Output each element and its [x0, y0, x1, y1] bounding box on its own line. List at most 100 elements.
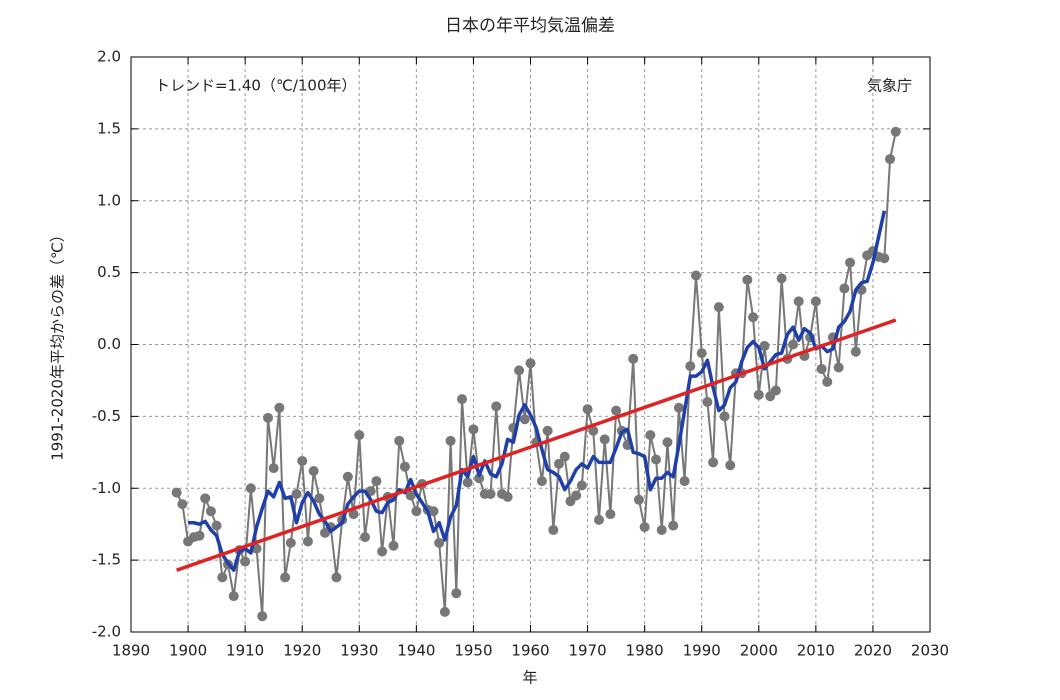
data-point — [685, 361, 696, 372]
data-point — [411, 506, 422, 517]
data-point — [205, 506, 216, 517]
data-point — [462, 477, 473, 488]
data-point — [268, 463, 279, 474]
data-point — [240, 556, 251, 567]
data-point — [451, 588, 462, 599]
data-point — [770, 385, 781, 396]
data-point — [371, 476, 382, 487]
data-point — [696, 348, 707, 359]
x-tick-label: 1910 — [226, 642, 264, 660]
data-point — [359, 532, 370, 543]
data-point — [519, 414, 530, 425]
data-point — [885, 154, 896, 165]
data-point — [759, 340, 770, 351]
data-point — [810, 296, 821, 307]
data-point — [593, 514, 604, 525]
data-point — [679, 476, 690, 487]
data-point — [788, 339, 799, 350]
data-point — [491, 401, 502, 412]
x-tick-label: 1970 — [568, 642, 606, 660]
chart-title: 日本の年平均気温偏差 — [445, 16, 615, 36]
data-point — [879, 253, 890, 264]
y-tick-label: -1.0 — [92, 479, 121, 497]
x-tick-label: 1930 — [340, 642, 378, 660]
y-tick-label: 2.0 — [97, 48, 121, 66]
data-point — [485, 489, 496, 499]
data-point — [245, 483, 256, 494]
data-point — [377, 546, 388, 557]
x-tick-label: 1890 — [112, 642, 150, 660]
data-point — [200, 493, 211, 504]
data-point — [331, 572, 342, 583]
data-point — [559, 451, 570, 462]
data-point — [776, 273, 787, 284]
data-point — [171, 487, 182, 498]
data-point — [845, 257, 856, 268]
data-point — [542, 425, 553, 436]
y-tick-label: 1.0 — [97, 191, 121, 209]
data-point — [348, 509, 359, 520]
data-point — [639, 522, 650, 533]
y-tick-label: -2.0 — [92, 623, 121, 641]
data-point — [890, 126, 901, 137]
data-point — [536, 476, 547, 487]
trend-line — [176, 318, 897, 572]
data-point — [405, 490, 416, 501]
data-point — [445, 435, 456, 446]
data-point — [554, 458, 565, 469]
data-point — [822, 376, 833, 387]
data-point — [651, 454, 662, 465]
data-point — [719, 411, 730, 422]
data-point — [211, 520, 222, 531]
data-point — [645, 430, 656, 441]
data-point — [850, 346, 861, 357]
data-point — [217, 572, 228, 583]
data-point — [582, 404, 593, 415]
data-point — [548, 524, 559, 535]
data-point — [748, 312, 759, 323]
data-point — [194, 530, 205, 541]
data-point — [633, 494, 644, 505]
trend-annotation: トレンド=1.40（℃/100年） — [155, 77, 357, 95]
data-point — [457, 394, 468, 405]
data-point — [611, 405, 622, 416]
data-point — [388, 540, 399, 551]
x-tick-label: 1920 — [283, 642, 321, 660]
x-tick-label: 2010 — [797, 642, 835, 660]
data-point — [628, 353, 639, 364]
y-tick-label: 0.0 — [97, 335, 121, 353]
data-point — [354, 430, 365, 441]
data-point — [302, 536, 313, 547]
data-point — [571, 490, 582, 501]
data-point — [525, 358, 536, 369]
data-point — [291, 489, 302, 499]
data-point — [673, 402, 684, 413]
x-tick-label: 1960 — [511, 642, 549, 660]
data-point — [576, 480, 587, 491]
data-point — [668, 520, 679, 531]
data-point — [439, 606, 450, 617]
y-tick-label: -1.5 — [92, 551, 121, 569]
data-point — [588, 425, 599, 436]
data-point — [468, 424, 479, 435]
y-tick-label: 0.5 — [97, 263, 121, 281]
data-point — [257, 611, 268, 622]
data-point — [833, 362, 844, 373]
y-tick-label: -0.5 — [92, 407, 121, 425]
y-axis-label: 1991-2020年平均からの差（℃） — [49, 227, 67, 461]
data-point — [514, 365, 525, 376]
data-point — [656, 524, 667, 535]
source-annotation: 気象庁 — [867, 77, 912, 95]
data-point — [177, 499, 188, 510]
data-point — [262, 412, 273, 423]
x-tick-label: 2000 — [740, 642, 778, 660]
data-point — [428, 506, 439, 517]
data-point — [708, 457, 719, 468]
data-point — [474, 473, 485, 484]
data-point — [793, 296, 804, 307]
x-tick-label: 1980 — [626, 642, 664, 660]
data-point — [713, 302, 724, 313]
data-point — [816, 363, 827, 374]
x-tick-label: 1940 — [397, 642, 435, 660]
